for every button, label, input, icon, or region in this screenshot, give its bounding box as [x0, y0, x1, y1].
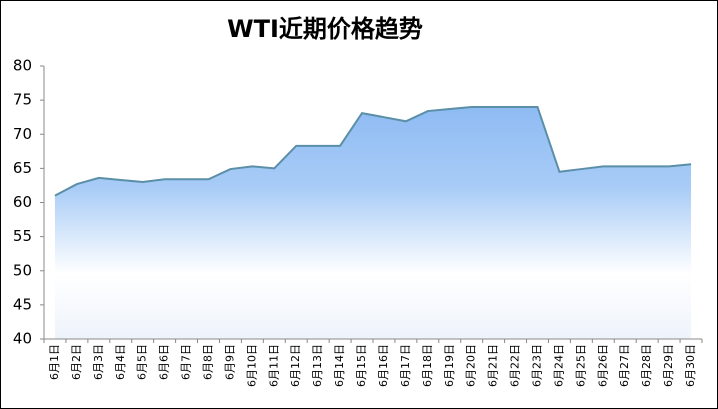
x-tick-label: 6月3日: [92, 344, 105, 380]
y-tick-label: 70: [13, 125, 32, 143]
x-tick-label: 6月5日: [136, 344, 149, 380]
x-tick-label: 6月10日: [245, 344, 258, 387]
x-tick-label: 6月1日: [48, 344, 61, 380]
y-tick-label: 45: [13, 295, 32, 313]
x-tick-label: 6月9日: [223, 344, 236, 380]
x-tick-label: 6月27日: [618, 344, 631, 387]
y-tick-label: 50: [13, 261, 32, 279]
chart-title: WTI近期价格趋势: [227, 15, 423, 43]
x-tick-label: 6月16日: [377, 344, 390, 387]
x-tick-label: 6月29日: [662, 344, 675, 387]
x-tick-label: 6月18日: [421, 344, 434, 387]
x-tick-label: 6月14日: [333, 344, 346, 387]
x-tick-label: 6月25日: [574, 344, 587, 387]
x-tick-label: 6月24日: [552, 344, 565, 387]
x-tick-label: 6月7日: [180, 344, 193, 380]
y-tick-label: 40: [13, 330, 32, 348]
x-tick-label: 6月23日: [531, 344, 544, 387]
x-tick-label: 6月13日: [311, 344, 324, 387]
x-tick-label: 6月17日: [399, 344, 412, 387]
x-tick-label: 6月19日: [443, 344, 456, 387]
x-tick-label: 6月2日: [70, 344, 83, 380]
x-tick-label: 6月4日: [114, 344, 127, 380]
x-tick-label: 6月11日: [267, 344, 280, 387]
x-tick-label: 6月26日: [596, 344, 609, 387]
x-tick-label: 6月8日: [202, 344, 215, 380]
x-tick-label: 6月6日: [158, 344, 171, 380]
y-tick-label: 60: [13, 193, 32, 211]
y-tick-label: 80: [13, 57, 32, 75]
x-tick-label: 6月22日: [509, 344, 522, 387]
x-tick-label: 6月15日: [355, 344, 368, 387]
y-tick-label: 65: [13, 159, 32, 177]
area-line: [54, 105, 692, 197]
y-tick-label: 55: [13, 227, 32, 245]
x-tick-label: 6月30日: [684, 344, 697, 387]
area-fill: [54, 106, 692, 339]
x-tick-label: 6月20日: [465, 344, 478, 387]
x-tick-label: 6月12日: [289, 344, 302, 387]
x-tick-label: 6月21日: [487, 344, 500, 387]
y-tick-label: 75: [13, 91, 32, 109]
x-tick-label: 6月28日: [640, 344, 653, 387]
